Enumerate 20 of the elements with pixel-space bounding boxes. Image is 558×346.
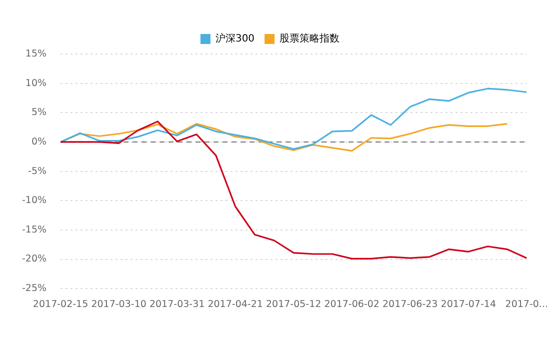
x-tick-label: 2017-06-23: [382, 298, 438, 310]
y-tick-label: 0%: [31, 136, 47, 148]
legend-label: 股票策略指数: [280, 32, 340, 45]
x-tick-label: 2017-07-14: [440, 298, 496, 310]
legend-label: 沪深300: [215, 32, 255, 45]
x-tick-label: 2017-03-10: [91, 298, 146, 310]
y-tick-label: -5%: [28, 166, 47, 177]
x-tick-label: 2017-06-02: [324, 298, 380, 310]
x-tick-label: 2017-04-21: [208, 298, 263, 310]
x-tick-label: 2017-03-31: [149, 298, 205, 310]
y-tick-label: 5%: [31, 107, 47, 118]
y-tick-label: -25%: [22, 283, 47, 294]
y-tick-label: 15%: [25, 48, 47, 60]
x-tick-label: 2017-05-12: [266, 298, 322, 310]
y-tick-label: -20%: [22, 254, 47, 265]
x-tick-label: 2017-0...: [505, 298, 548, 310]
y-tick-label: 10%: [25, 78, 47, 89]
x-tick-label: 2017-02-15: [32, 298, 88, 310]
y-tick-label: -10%: [22, 195, 47, 206]
y-tick-label: -15%: [22, 224, 47, 236]
